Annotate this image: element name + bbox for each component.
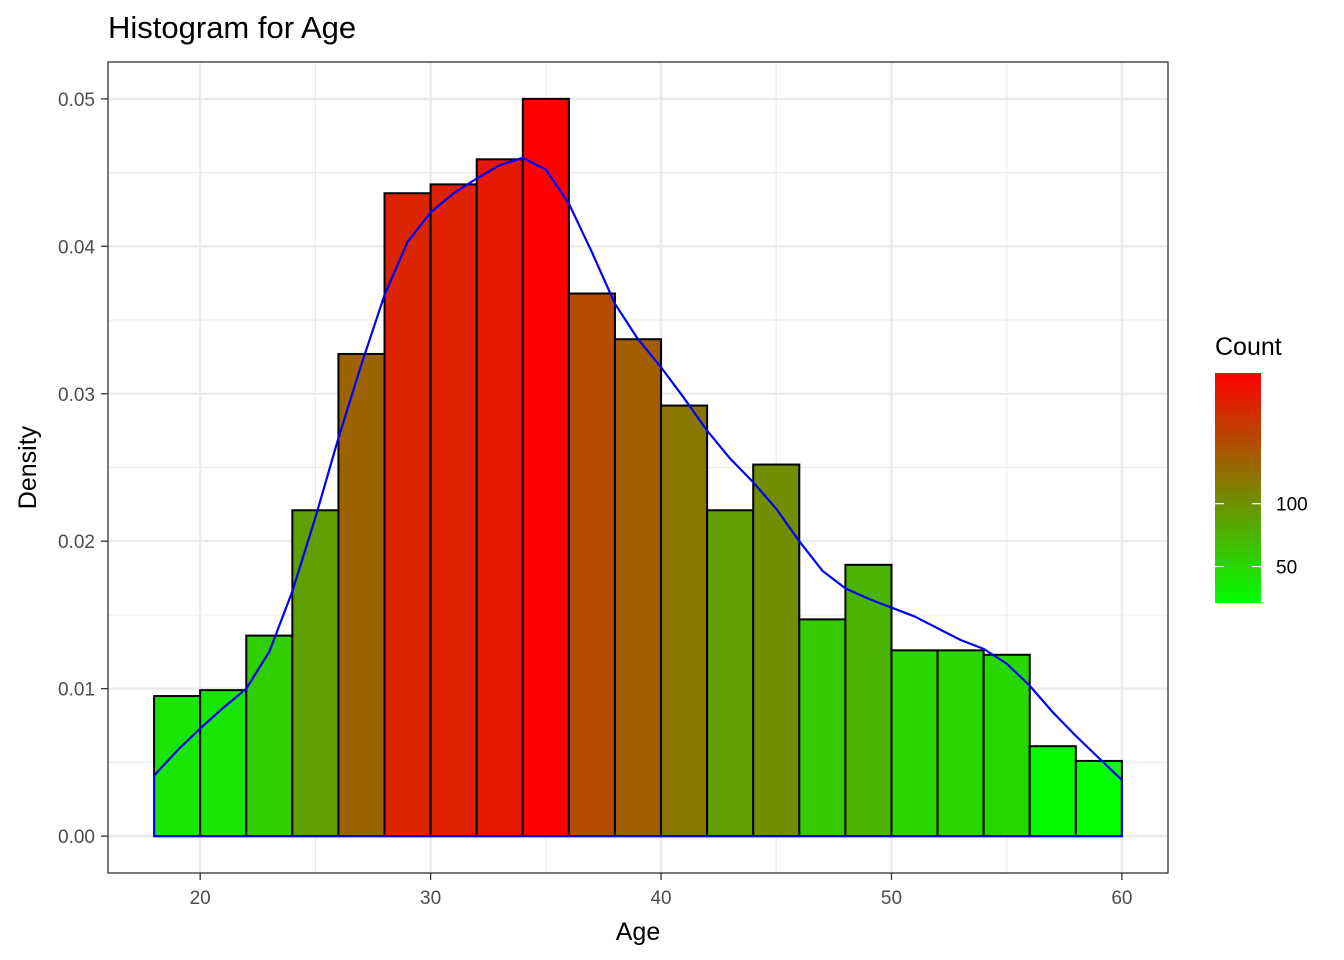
x-axis-label: Age [616,918,660,946]
y-axis: 0.00 0.01 0.02 0.03 0.04 0.05 [58,90,108,848]
x-tick-label: 60 [1111,888,1132,909]
x-tick-label: 30 [420,888,441,909]
histogram-bar [798,618,847,838]
legend-title: Count [1215,333,1282,361]
chart-title: Histogram for Age [108,10,357,45]
histogram-bar [982,653,1031,838]
legend-tick-label: 100 [1276,495,1308,516]
x-tick-label: 40 [650,888,671,909]
y-tick-label: 0.00 [58,827,95,848]
y-tick-label: 0.03 [58,385,95,406]
histogram-bar [199,689,248,838]
histogram-bar [567,292,616,838]
x-tick-label: 50 [881,888,902,909]
histogram-bar [337,352,386,838]
histogram-bar [153,695,202,838]
legend-tick-label: 50 [1276,558,1297,579]
x-axis: 20 30 40 50 60 [190,873,1132,909]
histogram-bar [706,509,755,838]
y-tick-label: 0.05 [58,90,95,111]
histogram-bars [153,97,1123,838]
histogram-bar [475,158,524,838]
legend: Count 50 100 [1215,333,1308,603]
histogram-bar [521,97,570,838]
histogram-bar [429,183,478,838]
histogram-bar [291,509,340,838]
histogram-bar [890,649,939,838]
histogram-bar [844,563,893,838]
x-tick-label: 20 [190,888,211,909]
histogram-bar [936,649,985,838]
legend-colorbar [1215,373,1261,603]
panel-border [107,61,1169,874]
histogram-bar [1028,745,1077,838]
histogram-bar [613,338,663,838]
y-axis-label: Density [14,425,42,509]
histogram-bar [660,404,709,838]
density-curve [152,156,1124,838]
y-tick-label: 0.02 [58,532,95,553]
histogram-bar [245,634,294,838]
y-tick-label: 0.04 [58,237,95,258]
histogram-bar [752,463,801,838]
y-tick-label: 0.01 [58,680,95,701]
histogram-bar [383,192,432,838]
